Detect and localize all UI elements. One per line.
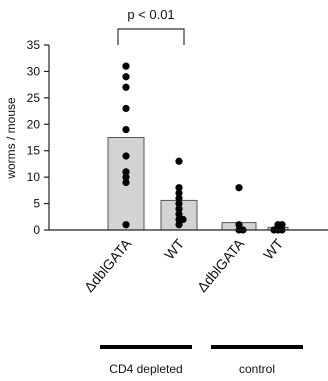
data-point <box>175 205 183 213</box>
data-point <box>122 152 130 160</box>
data-point <box>235 221 243 229</box>
data-point <box>175 189 183 197</box>
data-point <box>235 184 243 192</box>
data-point <box>122 173 130 181</box>
data-point <box>122 125 130 134</box>
x-tick-labels: ΔdblGATA WT ΔdblGATA WT <box>81 235 287 295</box>
y-axis-label: worms / mouse <box>4 97 18 180</box>
y-tick-label: 15 <box>27 144 41 158</box>
bars <box>107 137 289 231</box>
data-point <box>122 83 130 91</box>
y-tick-label: 25 <box>27 91 41 105</box>
group-label: control <box>239 362 275 376</box>
data-point <box>122 168 130 176</box>
data-point <box>122 178 130 187</box>
y-tick-label: 30 <box>27 64 41 78</box>
y-tick-label: 0 <box>33 223 40 237</box>
bracket-line <box>117 28 185 45</box>
data-point <box>122 73 130 81</box>
data-point <box>278 221 286 229</box>
group-bar <box>100 345 192 349</box>
data-points <box>122 62 286 234</box>
x-tick-label: WT <box>161 235 188 262</box>
x-tick-label: ΔdblGATA <box>194 235 248 295</box>
data-point <box>175 194 183 202</box>
x-tick-label: WT <box>260 235 287 262</box>
group-labels: CD4 depleted control <box>100 345 303 376</box>
y-tick-label: 20 <box>27 117 41 131</box>
significance-bracket: p < 0.01 <box>117 7 185 45</box>
data-point <box>175 221 183 229</box>
y-axis: 0 5 10 15 20 25 30 35 <box>27 38 50 237</box>
x-tick-label: ΔdblGATA <box>81 235 135 295</box>
data-point <box>175 210 183 218</box>
significance-label: p < 0.01 <box>127 7 174 22</box>
data-point <box>122 62 130 70</box>
data-point <box>175 184 183 192</box>
y-tick-label: 5 <box>33 197 40 211</box>
data-point <box>175 157 183 165</box>
data-point <box>122 221 130 229</box>
y-tick-label: 10 <box>27 170 41 184</box>
data-point <box>175 199 183 208</box>
group-bar <box>211 345 303 349</box>
y-tick-label: 35 <box>27 38 41 52</box>
data-point <box>179 215 187 224</box>
group-label: CD4 depleted <box>109 362 182 376</box>
data-point <box>122 104 130 113</box>
